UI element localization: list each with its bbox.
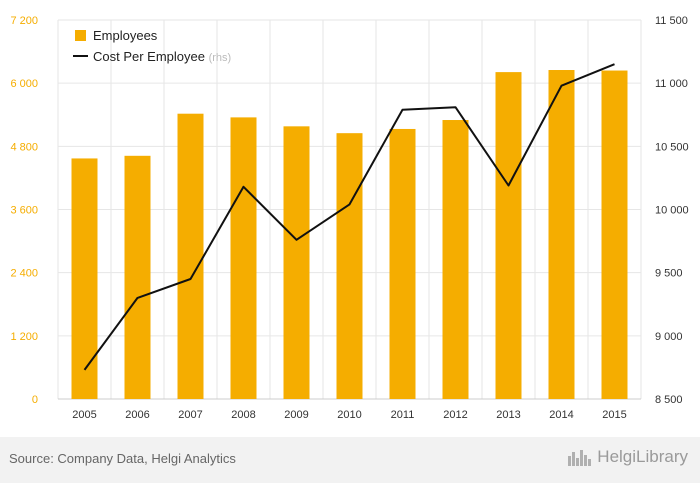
bar-employees-2007	[177, 113, 204, 400]
x-tick-label: 2005	[72, 409, 96, 421]
legend-label-employees: Employees	[93, 28, 158, 43]
legend-rhs-suffix: (rhs)	[209, 52, 232, 64]
x-tick-label: 2012	[443, 409, 467, 421]
bar-employees-2006	[124, 155, 151, 399]
bar-employees-2011	[389, 128, 416, 399]
x-tick-label: 2010	[337, 409, 361, 421]
x-tick-label: 2013	[496, 409, 520, 421]
x-tick-label: 2006	[125, 409, 149, 421]
bar-employees-2010	[336, 133, 363, 399]
left-tick-label: 1 200	[10, 331, 38, 343]
x-tick-label: 2008	[231, 409, 255, 421]
legend-swatch-employees	[75, 30, 86, 41]
right-tick-label: 10 000	[655, 205, 689, 217]
bar-employees-2008	[230, 117, 257, 399]
right-tick-label: 11 000	[655, 78, 688, 90]
x-tick-label: 2009	[284, 409, 308, 421]
bar-employees-2012	[442, 120, 469, 399]
bar-employees-2013	[495, 72, 522, 400]
bar-employees-2005	[71, 158, 98, 399]
left-tick-label: 4 800	[10, 141, 38, 153]
x-tick-label: 2007	[178, 409, 202, 421]
x-tick-label: 2011	[391, 409, 415, 421]
left-tick-label: 2 400	[10, 268, 38, 280]
brand-name: HelgiLibrary	[597, 447, 688, 466]
bar-employees-2015	[601, 70, 628, 400]
bar-employees-2014	[548, 70, 575, 399]
left-tick-label: 7 200	[10, 15, 38, 27]
chart-footer: Source: Company Data, Helgi Analytics He…	[0, 437, 700, 483]
left-tick-label: 0	[32, 394, 38, 406]
legend-label-cost-per-employee: Cost Per Employee (rhs)	[93, 49, 231, 64]
line-cost-per-employee	[83, 63, 615, 371]
right-tick-label: 10 500	[655, 141, 689, 153]
right-tick-label: 9 000	[655, 331, 683, 343]
source-note: Source: Company Data, Helgi Analytics	[9, 451, 236, 466]
right-tick-label: 11 500	[655, 15, 688, 27]
right-tick-label: 8 500	[655, 394, 683, 406]
city-skyline-icon	[568, 450, 592, 466]
left-tick-label: 6 000	[10, 78, 38, 90]
x-tick-label: 2015	[602, 409, 626, 421]
brand-logo: HelgiLibrary	[567, 447, 688, 467]
left-tick-label: 3 600	[10, 205, 38, 217]
right-tick-label: 9 500	[655, 268, 683, 280]
x-tick-label: 2014	[549, 409, 573, 421]
chart-svg: 0 1 200 2 400 3 600 4 800 6 000 7 200 8 500 9 00…	[10, 15, 689, 421]
bar-employees-2009	[283, 126, 310, 399]
